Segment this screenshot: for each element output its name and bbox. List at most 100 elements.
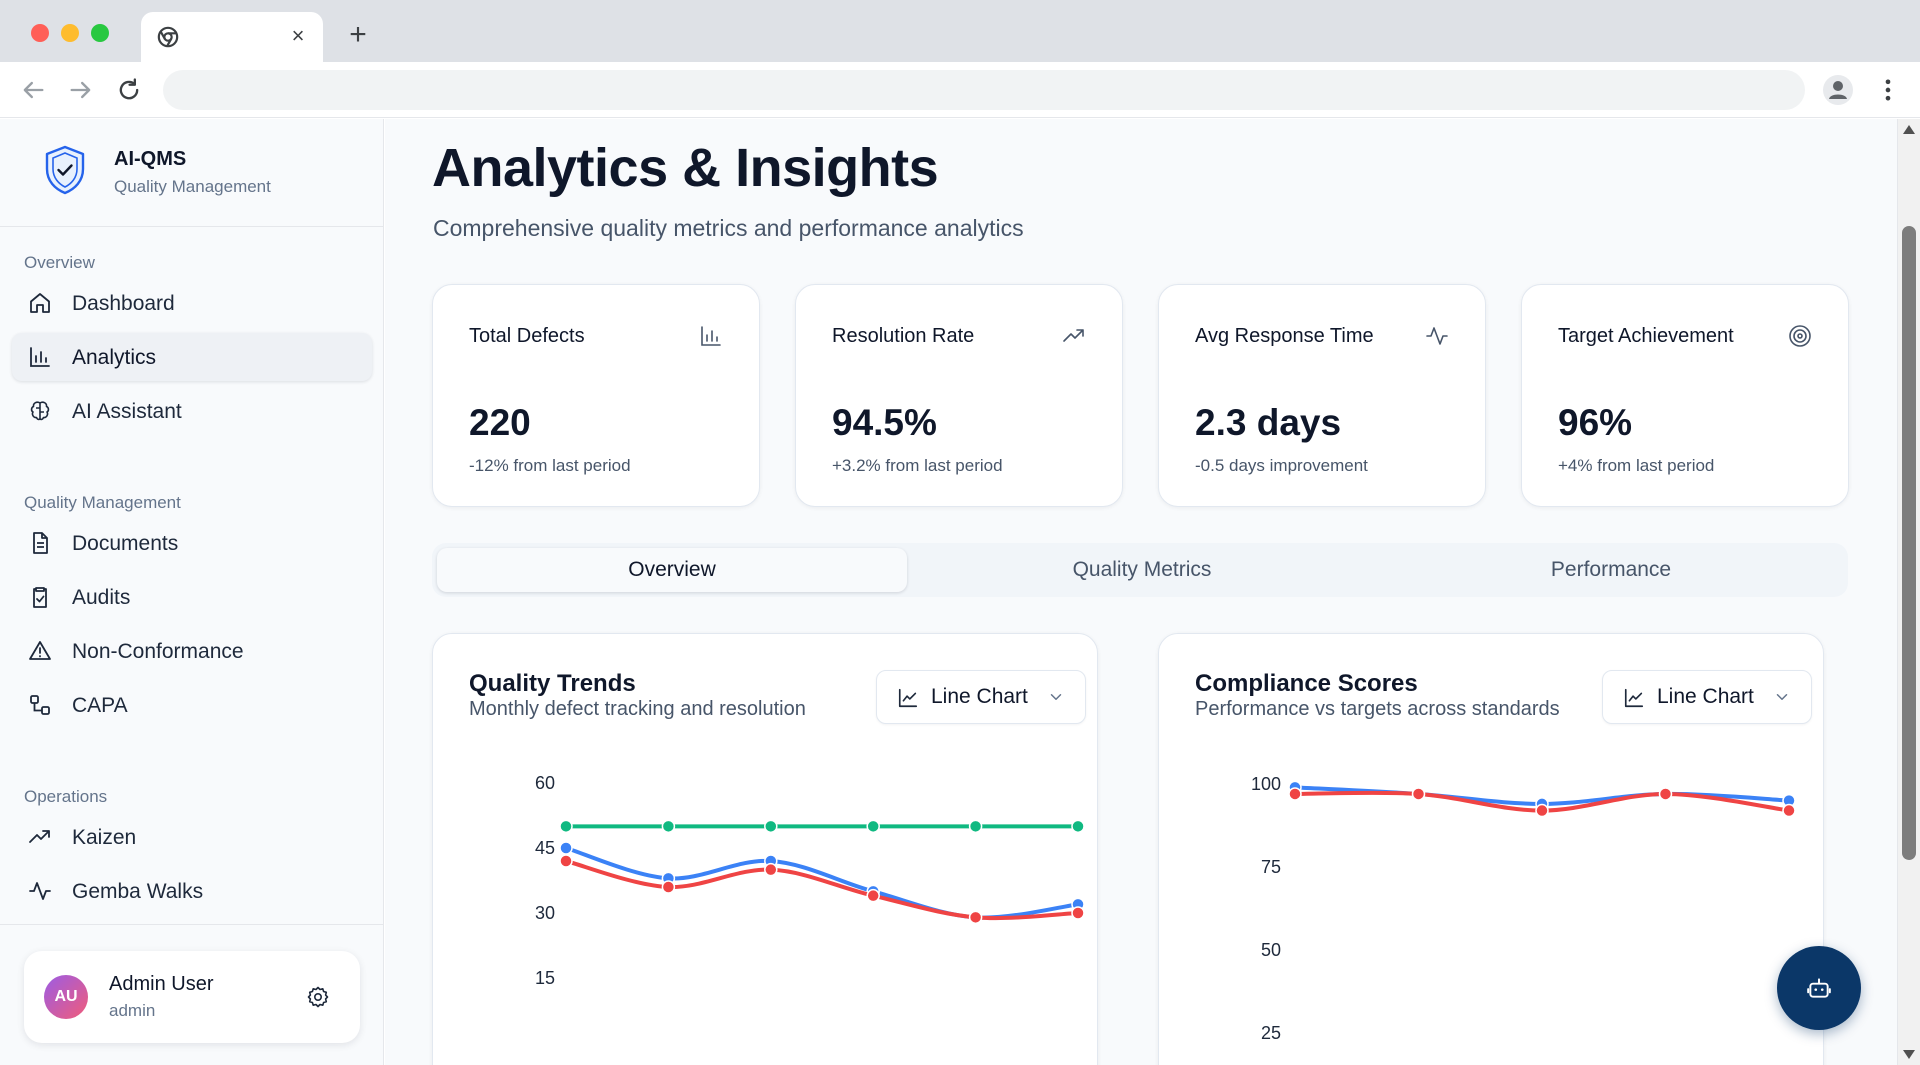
workflow-icon [30,695,50,715]
quality-trends-chart: 60 45 30 15 [535,773,1085,988]
chart-type-select[interactable]: Line Chart [876,670,1086,724]
sidebar-item-label: Documents [72,532,179,555]
sidebar-item-analytics[interactable]: Analytics [12,333,372,381]
window-minimize-button[interactable] [61,24,79,42]
data-point[interactable] [559,854,573,868]
line-chart-icon [1624,688,1644,708]
kpi-title: Resolution Rate [832,325,975,347]
user-card[interactable]: AU Admin User admin [24,951,360,1043]
data-point[interactable] [661,819,676,834]
gear-icon[interactable] [306,985,330,1009]
sidebar-item-label: Dashboard [72,292,175,315]
avatar: AU [44,975,88,1019]
select-value: Line Chart [1657,685,1754,708]
user-name: Admin User [109,973,214,995]
line-chart-icon [898,688,918,708]
profile-avatar-icon[interactable] [1823,75,1853,105]
main-content: Analytics & Insights Comprehensive quali… [385,119,1897,1065]
tab-overview[interactable]: Overview [437,548,907,592]
data-point[interactable] [661,880,676,894]
warning-triangle-icon [29,641,51,660]
bar-chart-icon [701,326,721,346]
y-tick-label: 75 [1261,857,1281,877]
kpi-value: 220 [469,402,531,443]
data-point[interactable] [764,862,778,877]
y-tick-label: 15 [535,968,555,988]
window-maximize-button[interactable] [91,24,109,42]
user-role: admin [109,1001,156,1020]
tab-close-icon[interactable]: × [291,23,305,48]
scroll-up-arrow-icon[interactable] [1903,125,1915,134]
page-subtitle: Comprehensive quality metrics and perfor… [433,215,1024,241]
sidebar-item-ai-assistant[interactable]: AI Assistant [12,387,372,435]
data-point[interactable] [1411,787,1426,801]
y-tick-label: 45 [535,838,555,858]
kebab-menu-icon[interactable] [1874,76,1902,104]
trending-up-icon [1063,329,1084,342]
sidebar-divider [0,924,384,925]
sidebar-item-non-conformance[interactable]: Non-Conformance [12,627,372,675]
data-point[interactable] [968,819,983,834]
section-label-quality-management: Quality Management [24,493,181,512]
data-point[interactable] [1071,906,1085,920]
y-tick-label: 50 [1261,940,1281,960]
data-point[interactable] [1782,803,1796,818]
kpi-value: 96% [1558,402,1633,443]
kpi-change: -12% from last period [469,456,631,475]
chart-title: Compliance Scores [1195,670,1418,697]
new-tab-button[interactable]: + [349,18,367,51]
clipboard-check-icon [33,587,47,608]
tab-quality-metrics[interactable]: Quality Metrics [1072,558,1212,581]
data-point[interactable] [866,888,880,903]
section-label-operations: Operations [24,787,108,806]
scroll-down-arrow-icon[interactable] [1903,1050,1915,1059]
kpi-card-resolution-rate: Resolution Rate 94.5% +3.2% from last pe… [795,284,1123,507]
bot-icon [1807,978,1831,998]
data-point[interactable] [1658,787,1673,801]
scrollbar-thumb[interactable] [1902,226,1916,860]
address-bar[interactable] [163,70,1805,110]
window-close-button[interactable] [31,24,49,42]
reload-icon[interactable] [115,76,143,104]
bar-chart-icon [30,347,50,367]
data-point[interactable] [764,819,778,834]
kpi-change: -0.5 days improvement [1195,456,1368,475]
browser-tab[interactable]: × [141,12,323,62]
data-point[interactable] [1288,787,1302,801]
tab-performance[interactable]: Performance [1550,558,1672,581]
sidebar-item-kaizen[interactable]: Kaizen [12,813,372,861]
shield-check-logo-icon [45,145,85,195]
data-point[interactable] [1071,819,1085,834]
ai-assistant-fab-button[interactable] [1777,946,1861,1030]
activity-icon [29,882,51,900]
data-point[interactable] [968,910,983,925]
sidebar-item-gemba-walks[interactable]: Gemba Walks [12,867,372,915]
kpi-title: Total Defects [469,325,585,347]
kpi-value: 94.5% [832,402,937,443]
data-point[interactable] [1535,803,1549,818]
kpi-card-avg-response-time: Avg Response Time 2.3 days -0.5 days imp… [1158,284,1486,507]
sidebar-item-label: Audits [72,586,131,609]
forward-arrow-icon[interactable] [67,76,95,104]
sidebar-item-audits[interactable]: Audits [12,573,372,621]
kpi-title: Target Achievement [1558,325,1734,347]
brand-name: AI-QMS [114,148,187,170]
back-arrow-icon[interactable] [19,76,47,104]
data-point[interactable] [559,841,573,855]
data-point[interactable] [866,819,880,834]
y-tick-label: 25 [1261,1023,1281,1043]
brand-subtitle: Quality Management [114,177,271,196]
target-icon [1789,325,1811,347]
sidebar-item-dashboard[interactable]: Dashboard [12,279,372,327]
kpi-change: +3.2% from last period [832,456,1003,475]
sidebar-item-label: Non-Conformance [72,640,244,663]
page-scrollbar[interactable] [1897,119,1920,1065]
compliance-scores-chart: 100 75 50 25 [1251,774,1796,1043]
y-tick-label: 100 [1251,774,1281,794]
brand-header[interactable]: AI-QMS Quality Management [0,119,384,227]
sidebar-item-capa[interactable]: CAPA [12,681,372,729]
sidebar-item-documents[interactable]: Documents [12,519,372,567]
data-point[interactable] [559,819,573,834]
chart-subtitle: Performance vs targets across standards [1195,698,1560,720]
chart-type-select[interactable]: Line Chart [1602,670,1812,724]
